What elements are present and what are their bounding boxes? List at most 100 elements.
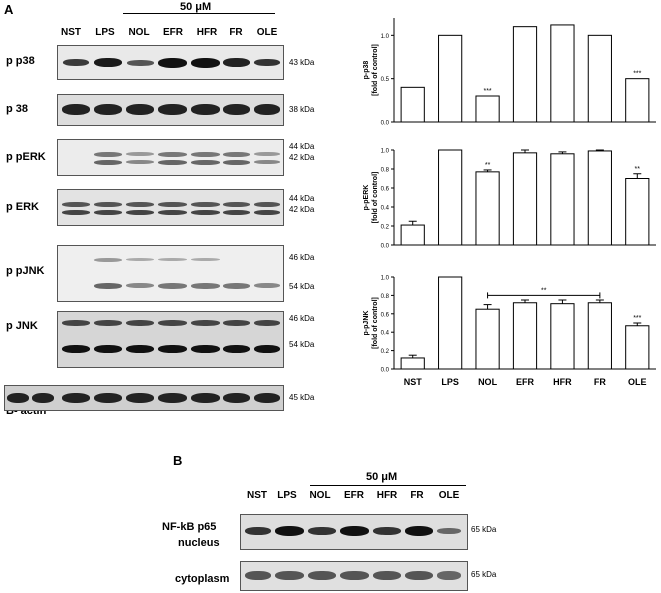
bar-efr	[512, 26, 538, 123]
kda-nfkb-nucleus: 65 kDa	[471, 525, 497, 534]
lane-label-b-nst: NST	[247, 490, 267, 501]
bar-nol	[475, 95, 500, 123]
kda-b-actin: 45 kDa	[289, 393, 315, 402]
x-tick-label-efr: EFR	[516, 377, 535, 387]
significance-label: ***	[633, 315, 641, 322]
bar-ole	[625, 78, 650, 123]
y-tick-label: 0.4	[381, 206, 390, 212]
y-tick-label: 0.2	[381, 225, 390, 231]
y-tick-label: 0.8	[381, 294, 390, 300]
x-tick-label-hfr: HFR	[553, 377, 572, 387]
lane-label-b-ole: OLE	[438, 490, 460, 501]
y-axis-label: [fold of control]	[372, 44, 379, 96]
blot-p-pjnk	[57, 245, 284, 302]
y-tick-label: 0.0	[381, 368, 390, 374]
blot-label-p-pjnk: p pJNK	[6, 265, 45, 277]
bar-lps	[438, 276, 463, 370]
blot-label-cytoplasm: cytoplasm	[175, 573, 230, 585]
significance-label: ***	[483, 88, 491, 95]
lane-label-nol: NOL	[128, 27, 150, 38]
lane-label-b-nol: NOL	[309, 490, 331, 501]
x-tick-label-nol: NOL	[478, 377, 498, 387]
y-axis-label: p-pERK	[363, 185, 370, 211]
blot-b-actin	[4, 385, 284, 411]
bar-hfr	[550, 303, 575, 370]
y-tick-label: 0.8	[381, 168, 390, 174]
bar-ole	[625, 325, 650, 370]
blot-p-p38	[57, 45, 284, 80]
concentration-line-b	[310, 485, 466, 486]
blot-p38	[57, 94, 284, 126]
bar-nst	[400, 86, 425, 123]
blot-label-p-p38: p p38	[6, 55, 35, 67]
blot-p-perk	[57, 139, 284, 176]
concentration-label: 50 μM	[180, 1, 212, 13]
blot-label-p38: p 38	[6, 103, 29, 115]
blot-label-nfkb: NF-kB p65	[162, 521, 217, 533]
lane-label-b-efr: EFR	[344, 490, 364, 501]
lane-label-fr: FR	[229, 27, 243, 38]
x-tick-label-fr: FR	[594, 377, 606, 387]
bar-fr	[587, 150, 612, 246]
bar-hfr	[550, 24, 575, 123]
concentration-label-b: 50 μM	[366, 471, 398, 483]
bar-fr	[587, 34, 612, 123]
y-tick-label: 0.2	[381, 349, 390, 355]
y-axis-label: [fold of control]	[372, 297, 379, 349]
x-tick-label-ole: OLE	[628, 377, 647, 387]
blot-perk	[57, 189, 284, 226]
panel-b-letter: B	[173, 453, 183, 468]
bar-hfr	[550, 153, 575, 246]
x-tick-label-nst: NST	[404, 377, 423, 387]
concentration-line	[123, 13, 275, 14]
bracket-label: **	[541, 287, 547, 294]
kda-p-pjnk-54: 54 kDa	[289, 282, 315, 291]
significance-label: ***	[633, 71, 641, 78]
bar-nol	[475, 308, 500, 370]
y-tick-label: 0.6	[381, 187, 390, 193]
y-tick-label: 1.0	[381, 149, 390, 155]
kda-cytoplasm: 65 kDa	[471, 570, 497, 579]
y-tick-label: 1.0	[381, 276, 390, 282]
blot-cytoplasm	[240, 561, 468, 591]
lane-label-efr: EFR	[163, 27, 183, 38]
blot-label-nucleus: nucleus	[178, 537, 220, 549]
lane-label-b-fr: FR	[410, 490, 424, 501]
y-axis-label: [fold of control]	[372, 172, 379, 224]
y-tick-label: 0.4	[381, 331, 390, 337]
bar-fr	[587, 302, 612, 370]
bar-efr	[512, 302, 538, 370]
blot-label-pjnk: p JNK	[6, 320, 38, 332]
y-tick-label: 0.0	[381, 244, 390, 250]
significance-label: **	[485, 162, 491, 169]
kda-perk-44: 44 kDa	[289, 194, 315, 203]
bar-efr	[512, 152, 538, 246]
blot-nfkb-nucleus	[240, 514, 468, 550]
y-tick-label: 1.0	[381, 34, 390, 40]
bar-charts: 0.00.51.0p-p38 [fold of control] ******0.0…	[363, 18, 656, 387]
lane-label-ole: OLE	[256, 27, 278, 38]
kda-pjnk-54: 54 kDa	[289, 340, 315, 349]
y-axis-label: p-pJNK	[363, 311, 370, 336]
bar-lps	[438, 149, 463, 246]
y-tick-label: 0.6	[381, 312, 390, 318]
blot-pjnk	[57, 311, 284, 368]
y-tick-label: 0.5	[381, 77, 390, 83]
significance-label: **	[635, 166, 641, 173]
y-axis-label: p-p38	[363, 61, 370, 80]
lane-label-nst: NST	[61, 27, 81, 38]
kda-p-p38: 43 kDa	[289, 58, 315, 67]
lane-label-hfr: HFR	[196, 27, 218, 38]
y-tick-label: 0.0	[381, 121, 390, 127]
lane-label-b-lps: LPS	[277, 490, 297, 501]
bar-lps	[438, 34, 463, 123]
bar-ole	[625, 178, 650, 246]
kda-pjnk-46: 46 kDa	[289, 314, 315, 323]
kda-p-perk-44: 44 kDa	[289, 142, 315, 151]
bar-nst	[400, 357, 425, 370]
blot-label-perk: p ERK	[6, 201, 39, 213]
lane-label-b-hfr: HFR	[376, 490, 398, 501]
x-tick-label-lps: LPS	[441, 377, 459, 387]
kda-p-pjnk-46: 46 kDa	[289, 253, 315, 262]
bar-nol	[475, 171, 500, 246]
